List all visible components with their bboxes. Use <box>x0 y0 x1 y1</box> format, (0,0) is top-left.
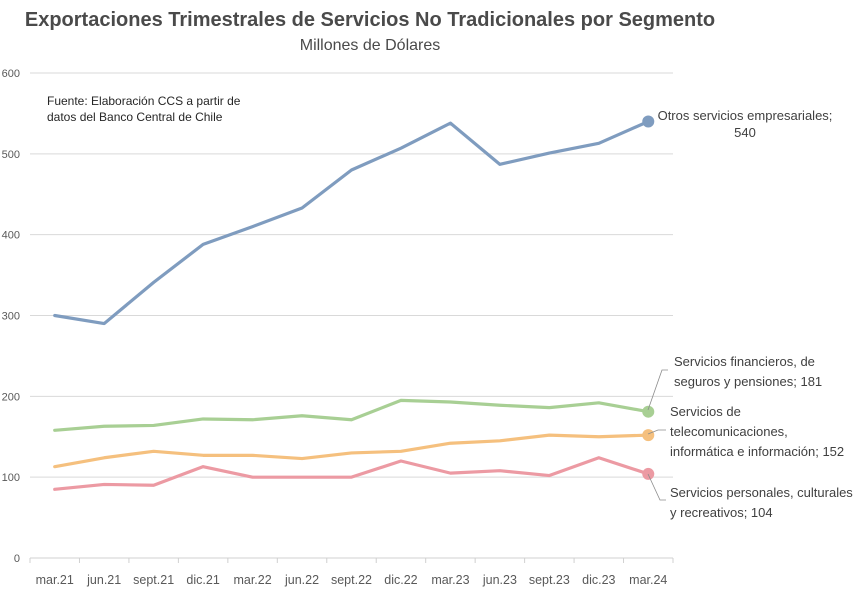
series-end-marker <box>642 429 655 442</box>
y-tick-label: 100 <box>2 472 20 484</box>
series-end-label: Servicios personales, culturales <box>670 485 853 500</box>
series-line <box>53 119 650 326</box>
series-end-marker <box>642 405 655 418</box>
x-tick-label: mar.22 <box>233 573 271 587</box>
y-tick-label: 400 <box>2 230 20 242</box>
y-tick-label: 600 <box>2 68 20 80</box>
gridlines <box>30 72 673 478</box>
y-tick-label: 200 <box>2 391 20 403</box>
x-tick-label: mar.21 <box>36 573 74 587</box>
y-tick-label: 300 <box>2 311 20 323</box>
y-tick-label: 0 <box>14 553 20 565</box>
source-note-line-2: datos del Banco Central de Chile <box>47 110 223 124</box>
series-end-label: telecomunicaciones, <box>670 424 788 439</box>
label-leader-line <box>647 429 666 435</box>
x-tick-label: sept.22 <box>331 573 372 587</box>
source-note-line-1: Fuente: Elaboración CCS a partir de <box>47 94 241 108</box>
series-end-label: seguros y pensiones; 181 <box>674 374 822 389</box>
series-line <box>53 456 650 491</box>
x-tick-label: mar.23 <box>431 573 469 587</box>
label-leader-line <box>647 369 668 411</box>
series-group <box>53 115 655 491</box>
series-labels: Otros servicios empresariales; 540 Servici… <box>647 108 853 520</box>
x-tick-label: sept.21 <box>133 573 174 587</box>
chart-subtitle: Millones de Dólares <box>300 37 441 54</box>
x-tick-label: sept.23 <box>529 573 570 587</box>
x-tick-label: dic.22 <box>384 573 417 587</box>
y-axis: 0 100 200 300 400 500 600 <box>2 68 20 565</box>
x-tick-label: jun.23 <box>482 573 517 587</box>
series-end-label: y recreativos; 104 <box>670 505 773 520</box>
x-tick-label: dic.23 <box>582 573 615 587</box>
x-tick-label: dic.21 <box>186 573 219 587</box>
series-end-label: 540 <box>734 125 756 140</box>
series-line <box>53 433 650 469</box>
series-end-label: Servicios de <box>670 404 741 419</box>
x-tick-label: mar.24 <box>629 573 667 587</box>
series-end-label: Otros servicios empresariales; <box>658 108 833 123</box>
series-line <box>53 398 650 432</box>
y-tick-label: 500 <box>2 149 20 161</box>
chart-title: Exportaciones Trimestrales de Servicios … <box>25 9 715 31</box>
label-leader-line <box>647 473 666 501</box>
x-tick-label: jun.22 <box>284 573 319 587</box>
x-tick-label: jun.21 <box>86 573 121 587</box>
series-end-label: informática e información; 152 <box>670 444 844 459</box>
series-end-marker <box>642 115 655 128</box>
x-axis: mar.21 jun.21 sept.21 dic.21 mar.22 jun.22 sep… <box>29 557 674 587</box>
series-end-label: Servicios financieros, de <box>674 354 815 369</box>
